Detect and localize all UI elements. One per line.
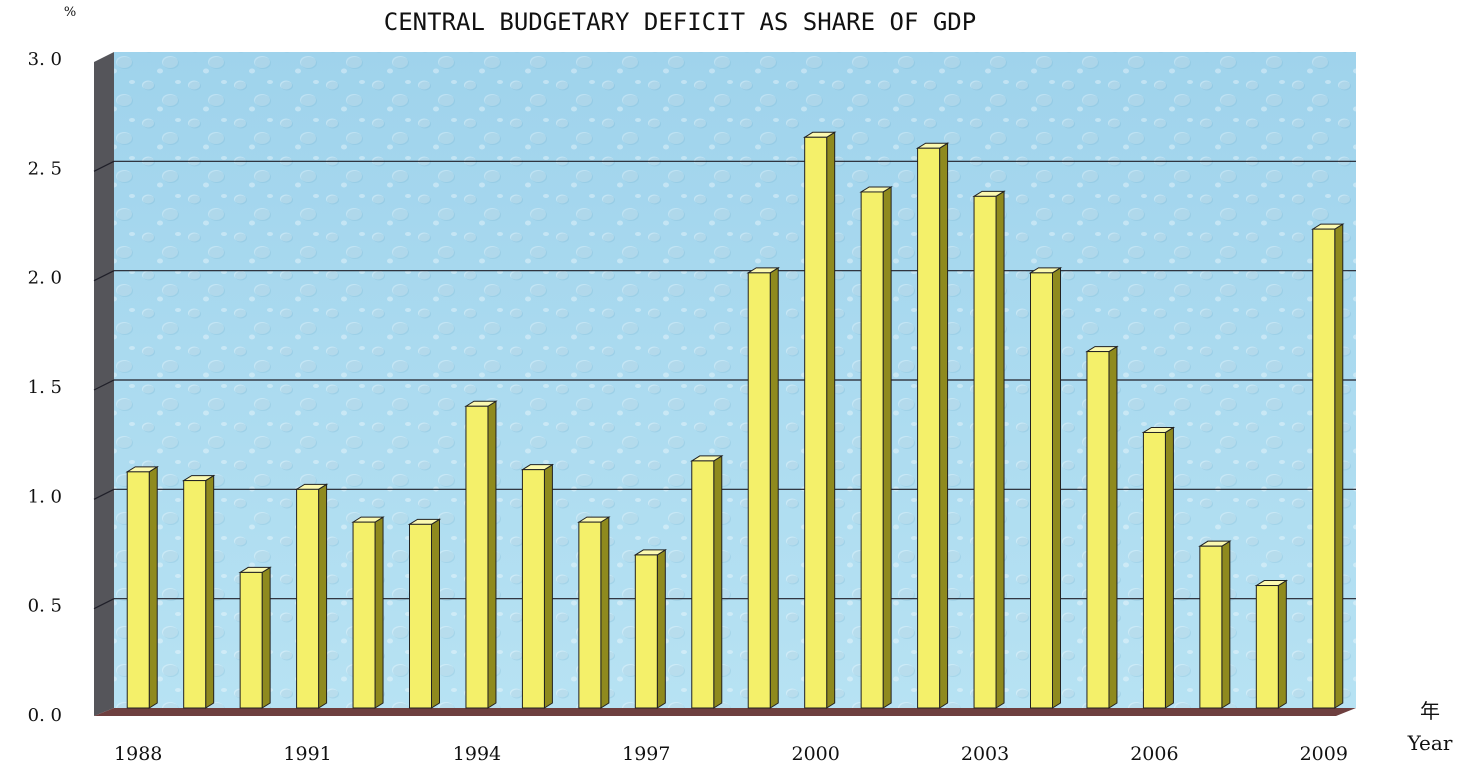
bar-side: [1277, 579, 1287, 709]
bars: [125, 131, 1345, 709]
x-axis-unit-label-cn: 年: [1420, 699, 1440, 723]
bar-side: [995, 190, 1005, 709]
bar-side: [205, 474, 215, 709]
bar-side: [487, 400, 497, 709]
y-tick-label: 0. 0: [28, 705, 62, 726]
x-tick-label: 2000: [792, 743, 840, 765]
y-tick-label: 1. 0: [28, 486, 62, 507]
bar-front: [634, 554, 658, 709]
bar-side: [1108, 345, 1118, 709]
bar-front: [409, 523, 432, 709]
bar-2007: [1198, 540, 1232, 709]
bar-front: [1255, 585, 1279, 709]
x-tick-label: 1994: [453, 743, 501, 765]
bar-side: [882, 186, 892, 709]
bar-1988: [125, 465, 159, 709]
gridline-wall: [93, 598, 115, 610]
gridline-wall: [93, 379, 115, 391]
bar-1994: [464, 400, 498, 709]
bar-front: [860, 191, 884, 709]
y-tick-label: 2. 0: [28, 268, 62, 289]
bar-1998: [690, 455, 724, 709]
bar-front: [465, 405, 489, 709]
bar-2005: [1085, 345, 1119, 709]
bar-1991: [294, 483, 329, 709]
x-axis-tick-labels: 1988 1991 1994 1997 2000 2003 2006 2009: [114, 743, 1348, 765]
bar-front: [1312, 228, 1336, 709]
bar-front: [1142, 431, 1166, 709]
bar-side: [431, 518, 440, 709]
bar-2008: [1254, 579, 1289, 709]
bar-front: [804, 136, 828, 709]
bar-1993: [407, 518, 442, 709]
y-tick-label: 0. 5: [28, 596, 62, 617]
bar-1999: [746, 266, 780, 709]
bar-2006: [1141, 426, 1176, 709]
x-tick-label: 2009: [1300, 743, 1348, 765]
bar-1992: [351, 516, 385, 709]
bar-front: [691, 460, 715, 709]
bar-2009: [1311, 223, 1345, 709]
bar-front: [239, 571, 263, 709]
plot-side-wall: [94, 52, 114, 716]
x-axis-label: Year: [1407, 731, 1453, 755]
bar-side: [318, 483, 328, 709]
bar-1997: [633, 549, 668, 709]
bar-2004: [1028, 266, 1063, 709]
y-tick-label: 2. 5: [28, 158, 62, 179]
x-tick-label: 2006: [1130, 743, 1178, 765]
bar-front: [1199, 545, 1223, 709]
bar-front: [917, 147, 941, 709]
bar-side: [769, 266, 779, 709]
x-tick-label: 2003: [961, 743, 1009, 765]
gridline-wall: [93, 488, 115, 500]
bar-2003: [972, 190, 1006, 709]
y-tick-label: 3. 0: [28, 49, 62, 70]
bar-side: [1164, 426, 1174, 709]
bar-front: [352, 521, 376, 709]
gridline-wall: [93, 160, 115, 172]
bar-side: [1052, 266, 1061, 709]
bar-side: [261, 566, 271, 709]
bar-side: [600, 516, 610, 709]
bar-1995: [520, 463, 555, 709]
y-tick-label: 1. 5: [28, 377, 62, 398]
bar-front: [578, 521, 602, 709]
x-tick-label: 1988: [114, 743, 162, 765]
bar-side: [148, 465, 158, 709]
y-axis-unit-label: %: [64, 5, 76, 20]
bar-1996: [577, 516, 611, 709]
bar-side: [543, 463, 553, 709]
x-tick-label: 1997: [622, 743, 670, 765]
bar-side: [1334, 223, 1344, 709]
bar-2000: [802, 131, 837, 709]
bar-front: [296, 488, 320, 709]
bar-front: [973, 195, 997, 709]
bar-side: [939, 142, 949, 709]
bar-side: [713, 455, 723, 709]
gridline-wall: [93, 270, 115, 282]
x-tick-label: 1991: [283, 743, 331, 765]
chart-title: CENTRAL BUDGETARY DEFICIT AS SHARE OF GD…: [384, 8, 976, 36]
bar-1989: [181, 474, 216, 709]
bar-1990: [238, 566, 272, 709]
bar-2002: [915, 142, 950, 709]
bar-front: [747, 272, 771, 709]
bar-side: [374, 516, 384, 709]
bar-front: [183, 480, 207, 709]
bar-front: [126, 471, 150, 709]
bar-front: [1086, 351, 1110, 709]
y-axis-tick-labels: 0. 0 0. 5 1. 0 1. 5 2. 0 2. 5 3. 0: [28, 49, 62, 726]
bar-front: [1030, 272, 1053, 709]
bar-front: [521, 469, 545, 709]
bar-side: [656, 549, 666, 709]
bar-2001: [859, 186, 893, 709]
plot-floor: [94, 708, 1356, 716]
bar-side: [826, 131, 836, 709]
bar-side: [1221, 540, 1231, 709]
